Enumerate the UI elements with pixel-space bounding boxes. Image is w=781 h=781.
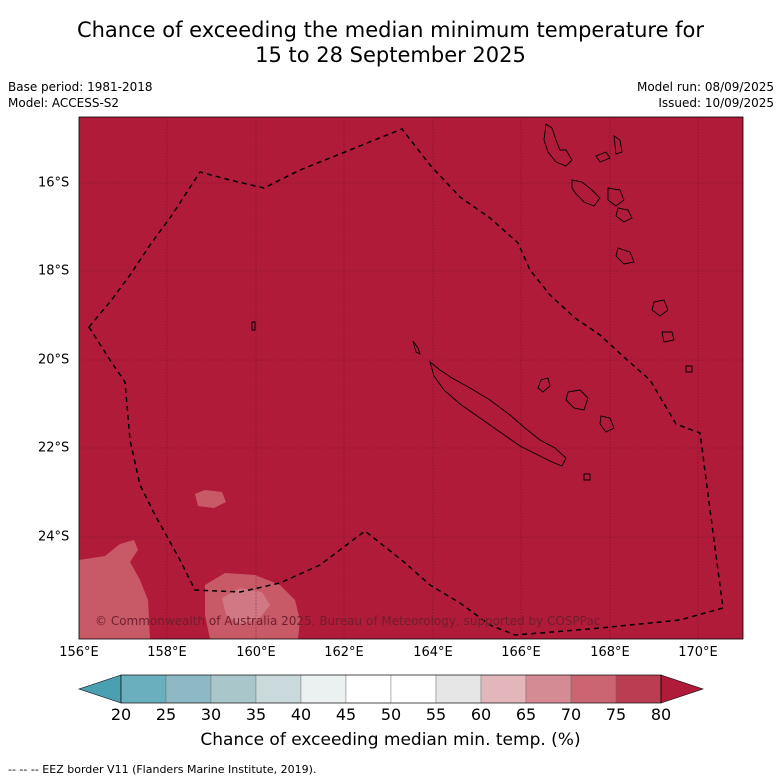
patch-south-center-inner	[222, 588, 270, 625]
base-period: Base period: 1981-2018	[8, 80, 153, 94]
colorbar-segment	[255, 674, 302, 704]
meta-right: Model run: 08/09/2025 Issued: 10/09/2025	[637, 79, 774, 111]
colorbar-segment	[300, 674, 347, 704]
belep-islands	[412, 340, 421, 355]
lon-label: 156°E	[59, 645, 99, 660]
loyalty-island-2	[565, 389, 589, 411]
lon-label: 166°E	[501, 645, 541, 660]
eez-border	[88, 128, 724, 636]
colorbar-extend-low	[78, 674, 122, 704]
title-line-1: Chance of exceeding the median minimum t…	[76, 18, 705, 42]
vanuatu-island-c	[607, 187, 625, 207]
lat-label: 18°S	[38, 263, 70, 279]
colorbar-tick-label: 60	[470, 705, 492, 724]
colorbar-segment	[525, 674, 572, 704]
lat-label: 22°S	[38, 440, 70, 456]
patch-southwest	[79, 540, 150, 639]
colorbar-tick-label: 35	[245, 705, 267, 724]
map-frame	[78, 116, 744, 640]
model-name: Model: ACCESS-S2	[8, 96, 120, 110]
lon-label: 170°E	[678, 645, 718, 660]
lat-label: 24°S	[38, 529, 70, 545]
matthew-island	[685, 365, 693, 373]
colorbar-segment	[120, 674, 167, 704]
lon-label: 162°E	[324, 645, 364, 660]
colorbar-segment	[390, 674, 437, 704]
colorbar-frame	[120, 674, 662, 704]
colorbar-tick-label: 45	[335, 705, 357, 724]
colorbar-tick-label: 55	[425, 705, 447, 724]
colorbar	[78, 674, 704, 704]
colorbar-tick-label: 40	[290, 705, 312, 724]
vanuatu-tanna	[651, 299, 669, 317]
colorbar-tick-label: 65	[515, 705, 537, 724]
vanuatu-santo	[543, 123, 573, 167]
lon-label: 168°E	[590, 645, 630, 660]
model-run: Model run: 08/09/2025	[636, 80, 774, 94]
vanuatu-efate	[615, 207, 633, 223]
lon-label: 160°E	[236, 645, 276, 660]
meta-left: Base period: 1981-2018 Model: ACCESS-S2	[8, 79, 153, 111]
vanuatu-aneityum	[661, 331, 675, 343]
lat-label: 16°S	[38, 175, 70, 191]
vanuatu-malekula	[571, 179, 601, 207]
eez-footnote: -- -- -- EEZ border V11 (Flanders Marine…	[8, 763, 317, 776]
patch-small	[195, 490, 226, 508]
colorbar-title: Chance of exceeding median min. temp. (%…	[200, 730, 581, 750]
loyalty-island-3	[599, 415, 615, 433]
colorbar-segment	[210, 674, 257, 704]
map-background	[79, 117, 743, 639]
vanuatu-island-a	[595, 151, 611, 163]
colorbar-tick-label: 30	[200, 705, 222, 724]
colorbar-segment	[570, 674, 617, 704]
lon-label: 158°E	[147, 645, 187, 660]
graticule	[79, 117, 743, 639]
lon-label: 164°E	[413, 645, 453, 660]
lat-label: 20°S	[38, 352, 70, 368]
colorbar-tick-label: 50	[380, 705, 402, 724]
lighter-probability-patches	[79, 490, 300, 639]
loyalty-island-1	[537, 377, 551, 393]
chesterfield-islet	[251, 321, 256, 331]
colorbar-segment	[480, 674, 527, 704]
colorbar-segment	[615, 674, 662, 704]
chart-title: Chance of exceeding the median minimum t…	[0, 18, 781, 68]
title-line-2: 15 to 28 September 2025	[255, 43, 526, 67]
colorbar-tick-label: 75	[605, 705, 627, 724]
colorbar-tick-label: 25	[155, 705, 177, 724]
vanuatu-erromango	[615, 247, 635, 265]
colorbar-tick-label: 20	[110, 705, 132, 724]
colorbar-tick-label: 70	[560, 705, 582, 724]
vanuatu-island-b	[613, 135, 623, 155]
colorbar-extend-high	[660, 674, 704, 704]
new-caledonia	[429, 360, 567, 467]
isle-of-pines	[583, 473, 591, 481]
issued-date: Issued: 10/09/2025	[658, 96, 774, 110]
copyright-notice: © Commonwealth of Australia 2025, Bureau…	[95, 614, 601, 628]
colorbar-segment	[165, 674, 212, 704]
colorbar-segment	[345, 674, 392, 704]
colorbar-tick-label: 80	[650, 705, 672, 724]
coastlines	[251, 123, 693, 481]
colorbar-segment	[435, 674, 482, 704]
